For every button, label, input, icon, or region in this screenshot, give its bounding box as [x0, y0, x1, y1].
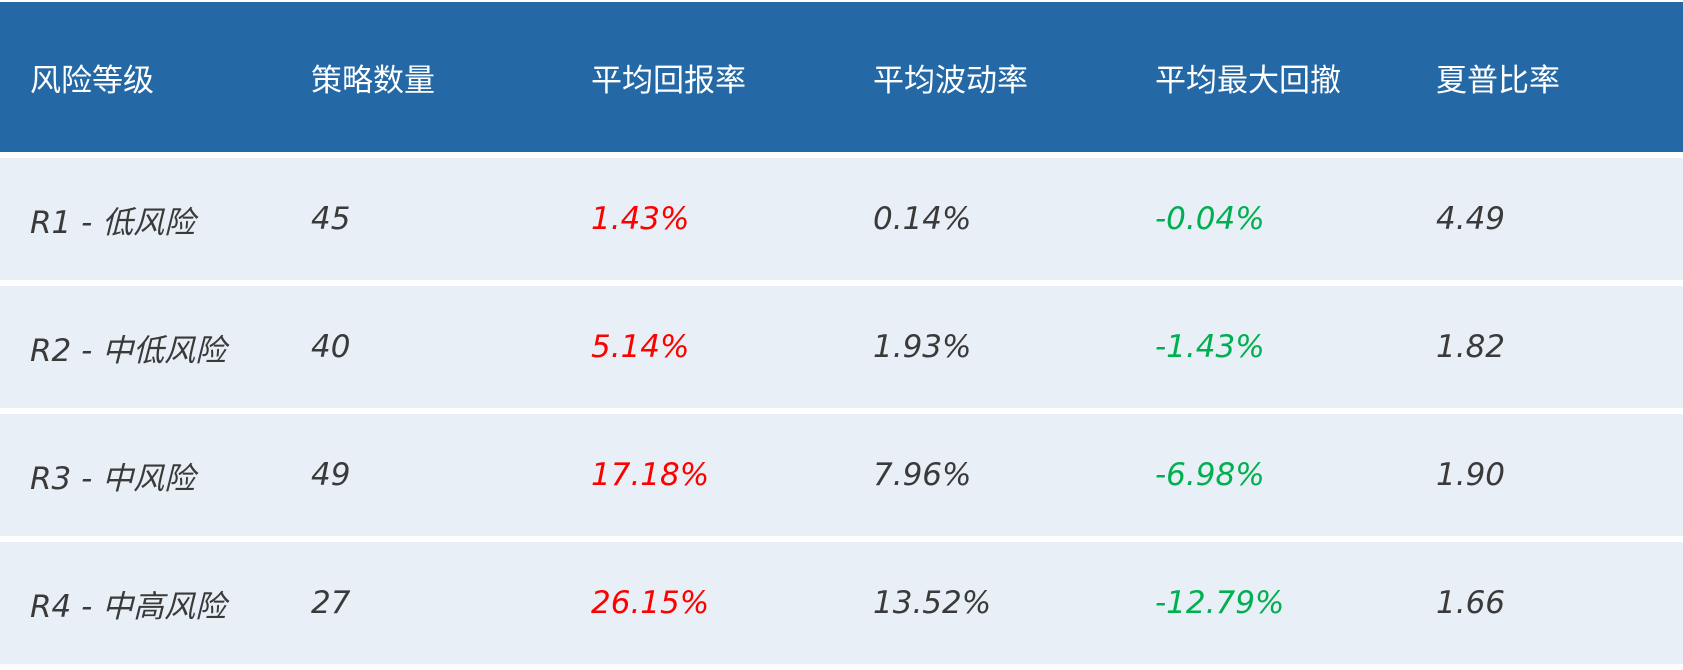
avg-max-drawdown-cell: -1.43% — [1125, 286, 1406, 408]
avg-volatility-cell: 1.93% — [843, 286, 1125, 408]
risk-level-cell: R1 - 低风险 — [0, 158, 281, 280]
avg-max-drawdown-cell: -6.98% — [1125, 414, 1406, 536]
risk-level-cell: R4 - 中高风险 — [0, 542, 281, 664]
table-row: R1 - 低风险 45 1.43% 0.14% -0.04% 4.49 — [0, 158, 1683, 280]
strategy-count-cell: 49 — [281, 414, 561, 536]
header-avg-max-drawdown: 平均最大回撤 — [1125, 2, 1406, 152]
strategy-count-cell: 27 — [281, 542, 561, 664]
avg-return-cell: 26.15% — [561, 542, 843, 664]
table-row: R2 - 中低风险 40 5.14% 1.93% -1.43% 1.82 — [0, 286, 1683, 408]
header-risk-level: 风险等级 — [0, 2, 281, 152]
header-avg-return: 平均回报率 — [561, 2, 843, 152]
avg-volatility-cell: 13.52% — [843, 542, 1125, 664]
header-sharpe-ratio: 夏普比率 — [1406, 2, 1683, 152]
avg-max-drawdown-cell: -12.79% — [1125, 542, 1406, 664]
table-row: R4 - 中高风险 27 26.15% 13.52% -12.79% 1.66 — [0, 542, 1683, 664]
sharpe-ratio-cell: 1.82 — [1406, 286, 1683, 408]
header-row: 风险等级 策略数量 平均回报率 平均波动率 平均最大回撤 夏普比率 — [0, 2, 1683, 152]
header-strategy-count: 策略数量 — [281, 2, 561, 152]
avg-return-cell: 5.14% — [561, 286, 843, 408]
avg-return-cell: 17.18% — [561, 414, 843, 536]
avg-volatility-cell: 0.14% — [843, 158, 1125, 280]
strategy-count-cell: 40 — [281, 286, 561, 408]
header-avg-volatility: 平均波动率 — [843, 2, 1125, 152]
table-row: R3 - 中风险 49 17.18% 7.96% -6.98% 1.90 — [0, 414, 1683, 536]
avg-volatility-cell: 7.96% — [843, 414, 1125, 536]
risk-level-cell: R2 - 中低风险 — [0, 286, 281, 408]
sharpe-ratio-cell: 1.90 — [1406, 414, 1683, 536]
avg-max-drawdown-cell: -0.04% — [1125, 158, 1406, 280]
sharpe-ratio-cell: 4.49 — [1406, 158, 1683, 280]
strategy-count-cell: 45 — [281, 158, 561, 280]
sharpe-ratio-cell: 1.66 — [1406, 542, 1683, 664]
avg-return-cell: 1.43% — [561, 158, 843, 280]
risk-level-cell: R3 - 中风险 — [0, 414, 281, 536]
